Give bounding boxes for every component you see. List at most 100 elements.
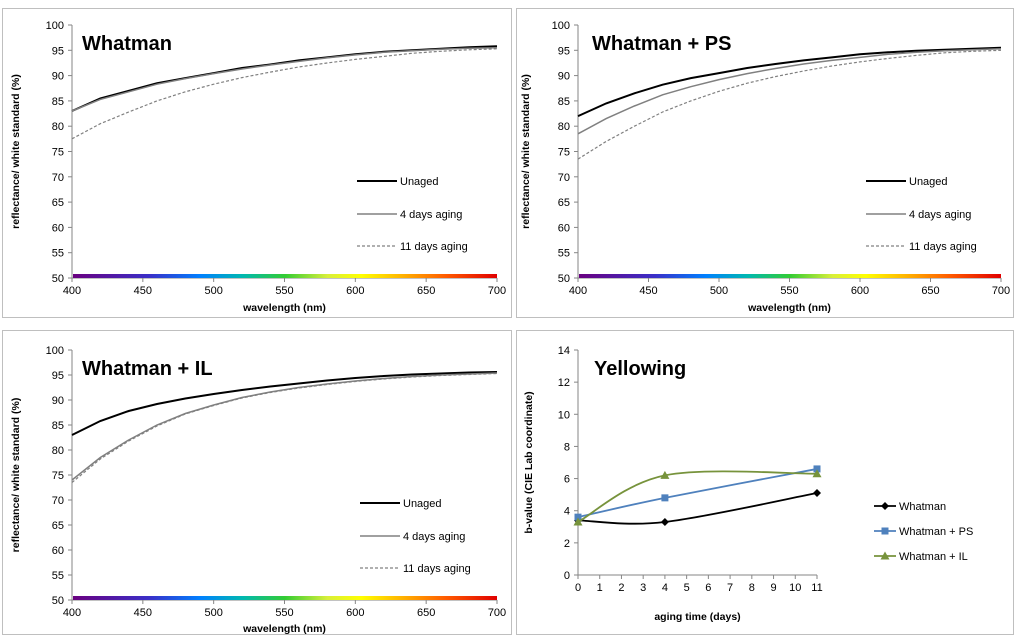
chart-whatman-il: 50 55 60 65 70 75 80 85 90 95 100 400 450 500 550 600 65…: [2, 330, 512, 635]
x-tick-label: 550: [780, 285, 798, 297]
y-tick-label: 95: [558, 45, 570, 57]
x-tick-label: 7: [727, 582, 733, 594]
y-tick-label: 80: [52, 445, 64, 457]
x-tick-label: 450: [134, 607, 152, 619]
x-tick-label: 400: [569, 285, 587, 297]
x-tick-label: 2: [618, 582, 624, 594]
x-tick-label: 11: [811, 582, 822, 594]
y-tick-label: 85: [558, 96, 570, 108]
x-tick-label: 500: [710, 285, 728, 297]
series-line-unaged: [577, 46, 1002, 118]
y-tick-label: 14: [558, 345, 570, 357]
y-tick-label: 8: [564, 441, 570, 453]
spectrum-band: [73, 596, 497, 600]
x-axis-label: aging time (days): [654, 611, 740, 623]
y-tick-label: 90: [52, 395, 64, 407]
x-tick-label: 600: [851, 285, 869, 297]
x-tick-label: 1: [597, 582, 603, 594]
x-tick-label: 9: [770, 582, 776, 594]
y-tick-label: 80: [52, 121, 64, 133]
y-tick-label: 65: [558, 197, 570, 209]
spectrum-band: [579, 274, 1001, 278]
x-tick-label: 700: [488, 285, 506, 297]
x-tick-label: 6: [705, 582, 711, 594]
series-line-11-days-aging: [577, 49, 1002, 160]
y-tick-label: 50: [52, 595, 64, 607]
data-point-diamond: [660, 517, 669, 526]
chart-title: Yellowing: [594, 358, 686, 380]
y-tick-label: 70: [558, 172, 570, 184]
y-tick-label: 6: [564, 474, 570, 486]
x-tick-label: 450: [639, 285, 657, 297]
legend-label: Whatman + PS: [899, 526, 973, 538]
legend-label: 11 days aging: [403, 563, 471, 575]
y-tick-label: 95: [52, 45, 64, 57]
y-tick-label: 60: [52, 222, 64, 234]
x-tick-label: 500: [204, 607, 222, 619]
chart-whatman: 50 55 60 65 70 75 80 85 90 95 100 400 450 500 550 600 65…: [2, 8, 512, 318]
legend-marker-square: [881, 527, 889, 535]
y-tick-label: 90: [558, 71, 570, 83]
y-tick-label: 12: [558, 377, 570, 389]
x-tick-label: 400: [63, 607, 81, 619]
x-axis-label: wavelength (nm): [242, 302, 326, 314]
y-tick-label: 4: [564, 506, 570, 518]
y-tick-label: 75: [52, 470, 64, 482]
y-axis-label: b-value (CIE Lab coordinate): [523, 391, 535, 533]
x-axis-label: wavelength (nm): [242, 623, 326, 635]
panel-frame: [516, 8, 1014, 318]
data-point-square: [574, 513, 582, 521]
legend-label: Whatman + IL: [899, 551, 968, 563]
x-tick-label: 5: [684, 582, 690, 594]
legend-label: Unaged: [909, 176, 948, 188]
y-tick-label: 100: [46, 20, 64, 32]
series-line-4-days-aging: [71, 47, 498, 112]
x-tick-label: 650: [921, 285, 939, 297]
y-tick-label: 55: [558, 248, 570, 260]
spectrum-band: [73, 274, 497, 278]
y-tick-label: 2: [564, 538, 570, 550]
y-tick-label: 85: [52, 420, 64, 432]
series-line-whatman-ps: [577, 468, 818, 519]
y-tick-label: 60: [558, 222, 570, 234]
chart-title: Whatman: [82, 33, 172, 55]
chart-yellowing: 0 2 4 6 8 10 12 14 0 1 2 3 4 5 6 7 8 9 10 11 aging time (day…: [516, 330, 1014, 635]
legend-label: 4 days aging: [400, 209, 462, 221]
x-tick-label: 700: [992, 285, 1010, 297]
x-tick-label: 3: [640, 582, 646, 594]
series-line-whatman: [577, 492, 818, 525]
legend-label: Unaged: [400, 176, 439, 188]
y-tick-label: 55: [52, 570, 64, 582]
x-tick-label: 400: [63, 285, 81, 297]
y-tick-label: 0: [564, 570, 570, 582]
x-tick-label: 0: [575, 582, 581, 594]
y-tick-label: 55: [52, 248, 64, 260]
series-line-11-days-aging: [71, 48, 498, 140]
y-tick-label: 75: [52, 147, 64, 159]
data-point-square: [813, 465, 821, 473]
chart-title: Whatman + IL: [82, 358, 213, 380]
x-tick-label: 600: [346, 607, 364, 619]
data-point-triangle: [573, 517, 583, 526]
x-tick-label: 8: [749, 582, 755, 594]
legend-marker-triangle: [880, 551, 890, 560]
series-line-4-days-aging: [577, 48, 1002, 135]
y-tick-label: 70: [52, 495, 64, 507]
data-point-square: [661, 494, 669, 502]
y-tick-label: 100: [552, 20, 570, 32]
data-point-triangle: [660, 470, 670, 479]
legend-label: 11 days aging: [909, 241, 977, 253]
y-tick-label: 80: [558, 121, 570, 133]
series-line-unaged: [71, 371, 498, 436]
y-tick-label: 85: [52, 96, 64, 108]
y-tick-label: 75: [558, 147, 570, 159]
panel-frame: [516, 330, 1014, 635]
chart-svg: 50 55 60 65 70 75 80 85 90 95 100 400 450 500 550 600 65…: [2, 330, 512, 635]
x-tick-label: 700: [488, 607, 506, 619]
y-tick-label: 10: [558, 409, 570, 421]
legend-label: 11 days aging: [400, 241, 468, 253]
y-tick-label: 100: [46, 345, 64, 357]
chart-whatman-ps: 50 55 60 65 70 75 80 85 90 95 100 400 450 500 550 600 65…: [516, 8, 1014, 318]
legend-label: Unaged: [403, 498, 442, 510]
